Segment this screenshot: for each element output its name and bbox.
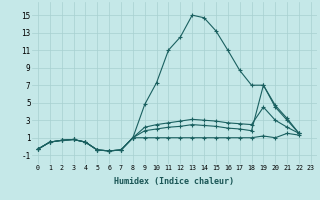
X-axis label: Humidex (Indice chaleur): Humidex (Indice chaleur) <box>115 177 234 186</box>
